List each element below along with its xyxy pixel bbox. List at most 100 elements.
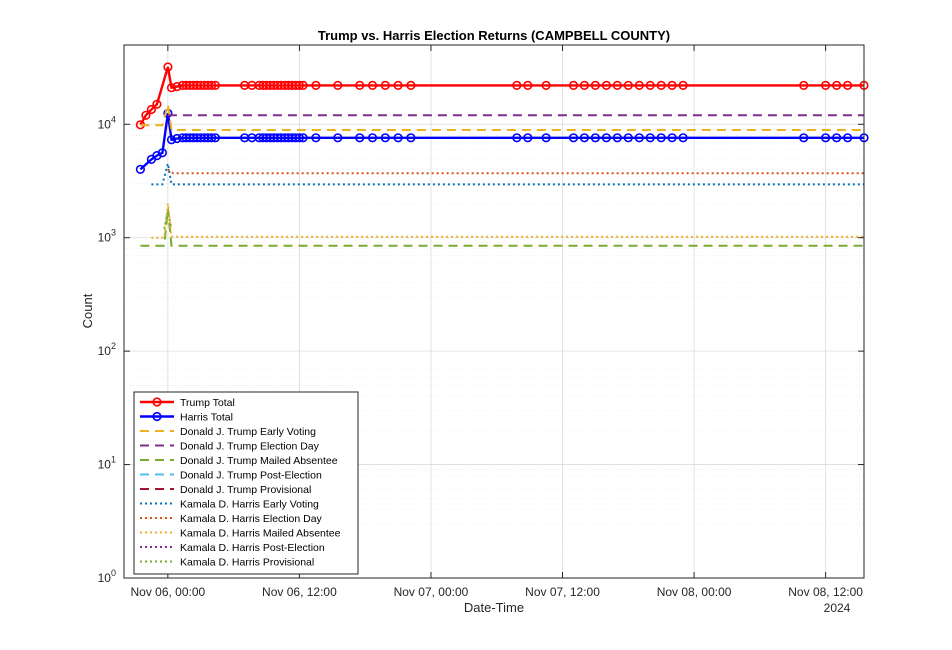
data-point [612,133,622,143]
data-point [568,133,579,143]
axes: 100 101 102 103 104 Nov 06, 00:00 Nov 06, 12:0… [98,45,864,599]
data-point [512,80,522,90]
data-point [601,80,612,90]
x-axis-year-label: 2024 [824,601,851,615]
data-point [799,133,809,143]
data-point [656,80,666,90]
data-point [207,133,217,143]
data-point [656,133,666,143]
series-line [139,113,864,171]
legend-label: Donald J. Trump Mailed Absentee [180,455,338,467]
legend-label: Donald J. Trump Early Voting [180,426,316,438]
series-donald-j-trump-early-voting [140,104,864,131]
legend-entry: Donald J. Trump Election Day [140,440,320,452]
data-point [820,133,831,143]
data-point [393,133,403,143]
legend-entry: Harris Total [140,411,233,423]
legend-marker [152,397,162,407]
data-point [152,99,162,109]
data-point [799,80,809,90]
x-tick-label: Nov 06, 00:00 [130,585,205,599]
data-point [294,133,305,143]
data-point [166,135,177,145]
data-point [355,133,365,143]
data-point [294,80,305,90]
data-point [523,80,533,90]
data-point [634,133,644,143]
data-point [667,133,677,143]
data-point [523,133,533,143]
legend-label: Donald J. Trump Post-Election [180,469,322,481]
data-point [367,80,378,90]
data-point [623,80,633,90]
data-point [141,110,151,120]
data-point [157,148,167,158]
legend: Trump Total Harris Total Donald J. Trump E… [133,391,359,575]
series-line [140,104,864,131]
data-point [172,81,182,92]
y-tick-label: 101 [98,455,116,472]
legend-entry: Donald J. Trump Mailed Absentee [140,455,338,467]
data-point [311,80,321,90]
legend-entry: Kamala D. Harris Post-Election [140,542,325,554]
legend-entry: Kamala D. Harris Election Day [140,513,323,525]
data-point [623,133,633,143]
plot-frame [123,44,865,579]
series-line [167,168,864,175]
grid-lines [124,44,864,579]
series-line [151,203,864,239]
series-kamala-d-harris-provisional [163,211,173,229]
data-point [541,133,551,143]
data-point [612,80,622,90]
data-point [667,80,677,90]
legend-box [133,391,359,575]
legend-entry: Kamala D. Harris Mailed Absentee [140,527,341,539]
legend-label: Kamala D. Harris Provisional [180,556,314,568]
data-point [579,80,590,90]
chart-title: Trump vs. Harris Election Returns (CAMPB… [318,28,670,43]
data-point [135,164,145,174]
legend-entry: Kamala D. Harris Provisional [140,556,314,568]
series-line [139,66,864,126]
data-point [842,133,853,143]
data-point [393,80,403,90]
data-point [568,80,579,90]
y-axis-label: Count [80,293,95,328]
data-point [645,133,655,143]
legend-label: Kamala D. Harris Post-Election [180,542,325,554]
x-tick-label: Nov 08, 12:00 [788,585,863,599]
data-point [820,80,831,90]
legend-marker [152,411,162,422]
y-tick-label: 103 [98,228,116,245]
legend-label: Trump Total [180,397,235,409]
data-point [166,83,177,93]
data-point [380,133,390,143]
legend-label: Harris Total [180,411,233,423]
data-point [146,104,156,115]
data-point [678,80,688,90]
data-point [645,80,655,90]
legend-entry: Kamala D. Harris Early Voting [140,498,319,510]
y-tick-label: 100 [98,568,116,585]
data-point [831,80,842,90]
legend-label: Donald J. Trump Provisional [180,484,311,496]
data-point [406,133,416,143]
x-tick-label: Nov 07, 00:00 [394,585,469,599]
y-tick-label: 104 [98,114,116,131]
data-point [298,133,308,143]
data-point [333,133,343,143]
data-point [355,80,365,90]
legend-entry: Donald J. Trump Provisional [140,484,311,496]
y-tick-label: 102 [98,341,116,358]
data-point [367,133,378,143]
data-point [210,80,220,90]
series-line [163,211,173,229]
legend-label: Kamala D. Harris Election Day [180,513,323,525]
series-kamala-d-harris-mailed-absentee [151,203,864,239]
x-tick-label: Nov 07, 12:00 [525,585,600,599]
data-point [512,133,522,143]
data-point [163,62,173,72]
data-point [541,80,551,90]
x-axis-label: Date-Time [464,600,524,615]
